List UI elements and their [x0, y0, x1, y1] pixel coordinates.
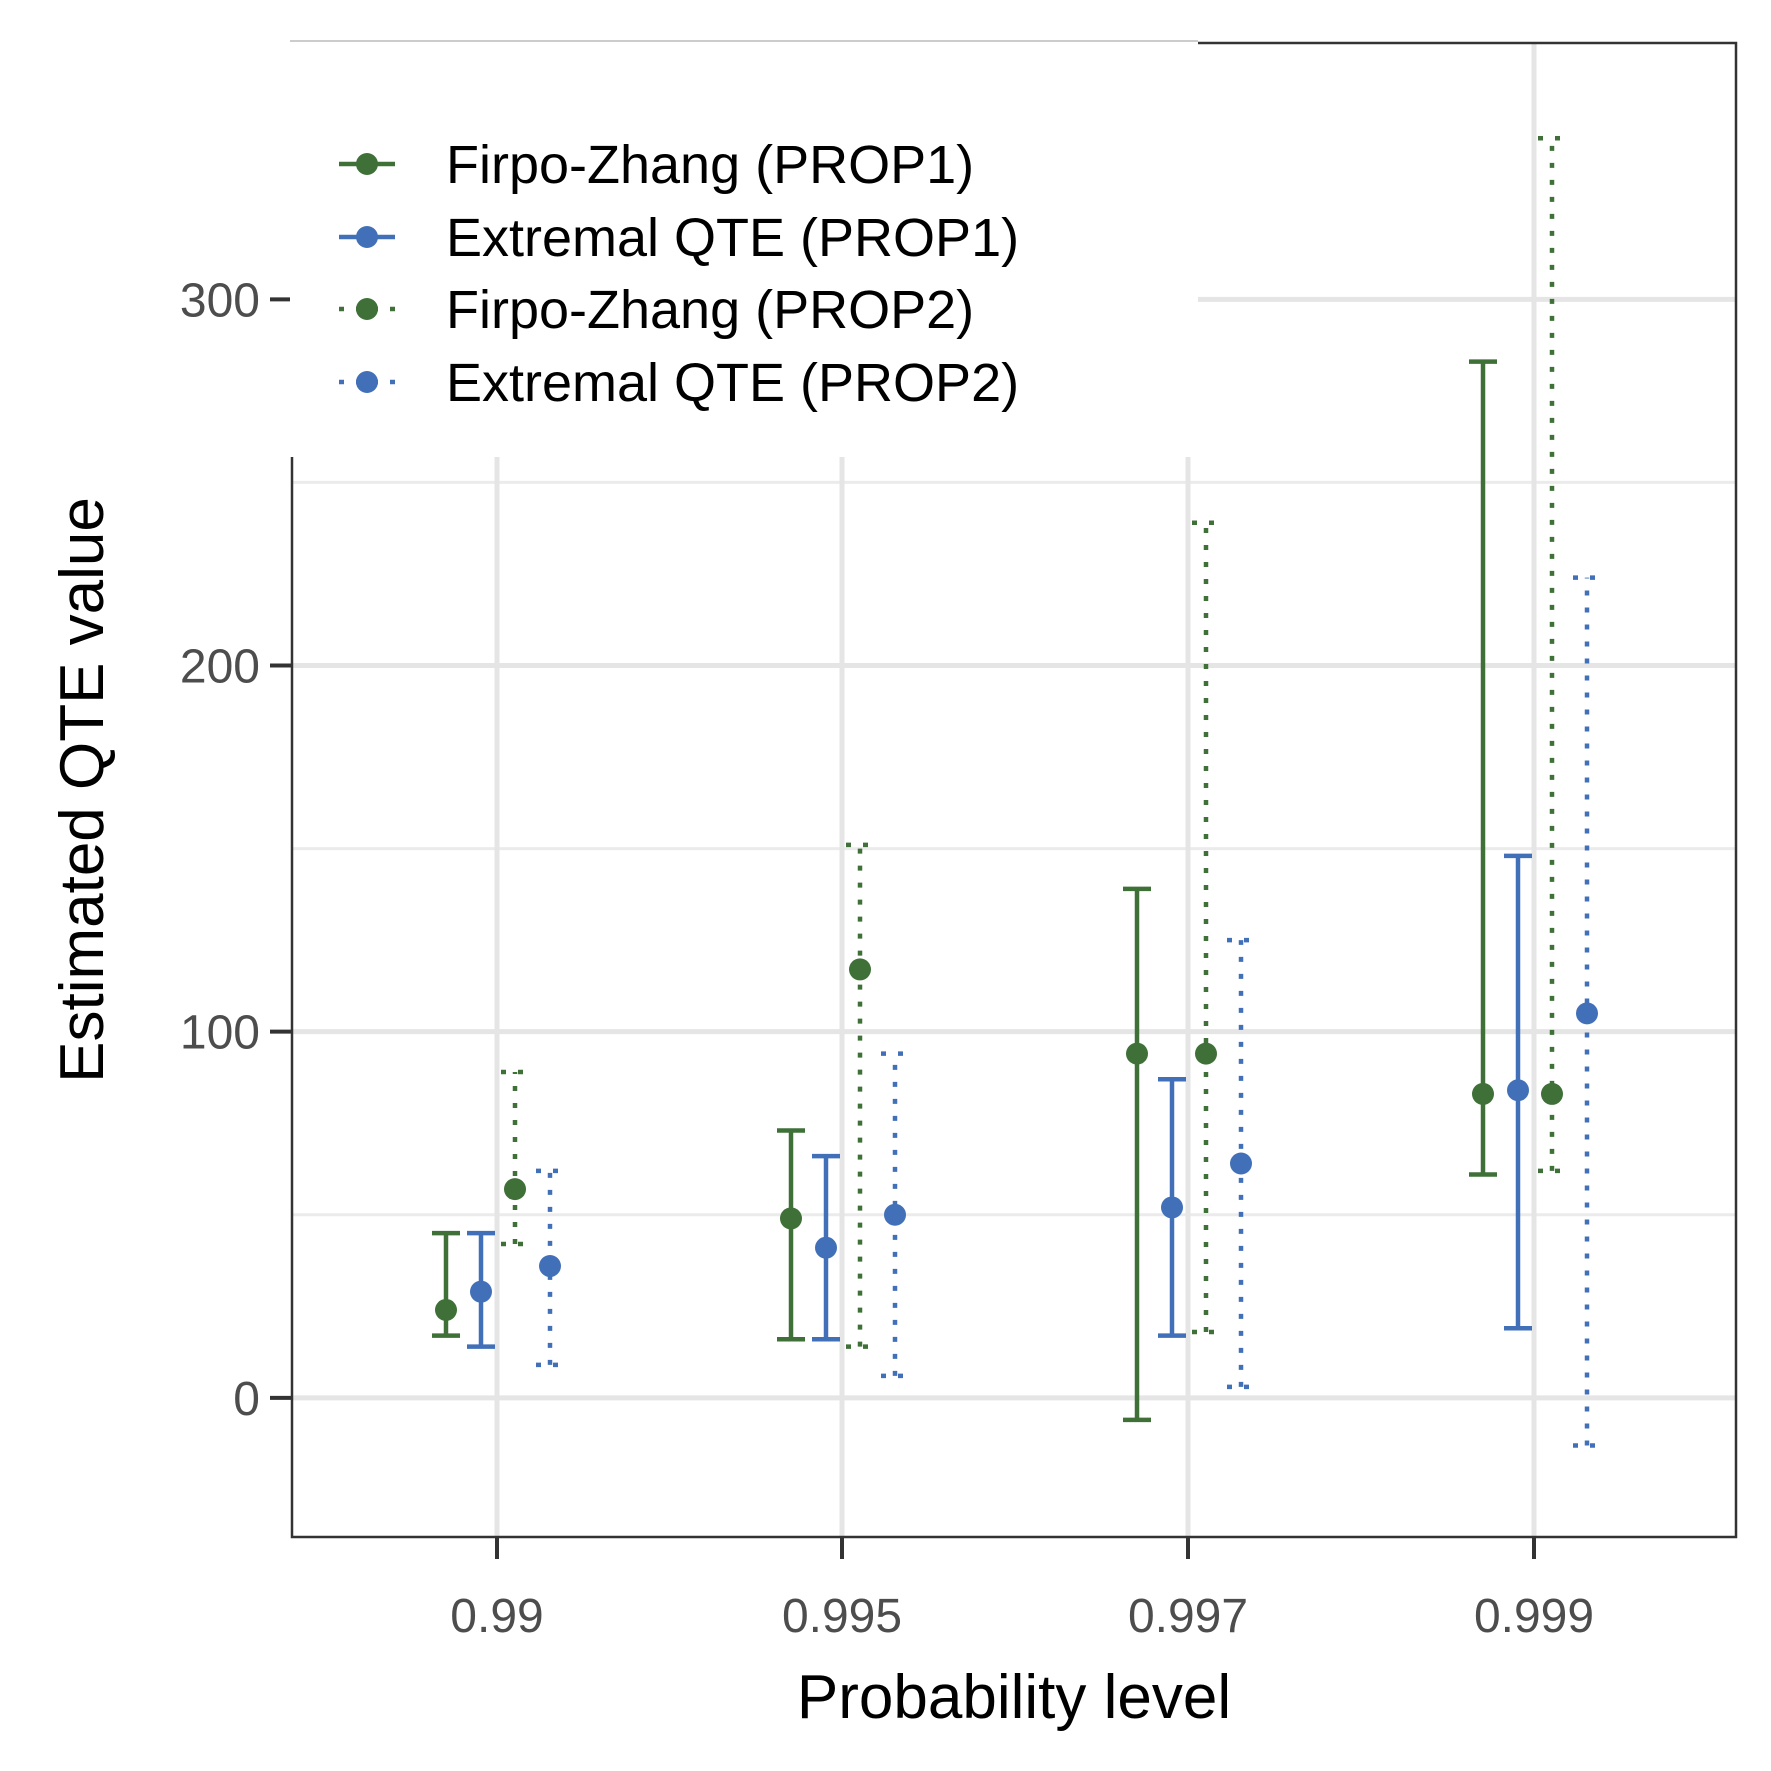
x-axis-title: Probability level	[797, 1663, 1231, 1732]
estimate-point	[1161, 1196, 1183, 1219]
estimate-point	[1507, 1079, 1529, 1102]
legend-item: Extremal QTE (PROP2)	[339, 353, 1019, 413]
x-tick-label: 0.997	[1128, 1590, 1248, 1643]
estimate-point	[780, 1207, 802, 1230]
error-bar	[1158, 1077, 1186, 1338]
error-bar	[1469, 359, 1497, 1177]
y-tick-label: 200	[180, 641, 260, 694]
legend-point-swatch	[356, 298, 378, 320]
estimate-point	[1195, 1042, 1217, 1065]
error-bar	[467, 1230, 495, 1349]
error-bar	[536, 1168, 564, 1368]
axes: 0 100 200 300 0.99 0.995 0.997 0.999	[180, 274, 1594, 1643]
legend-label: Extremal QTE (PROP2)	[446, 353, 1019, 413]
estimate-point	[504, 1178, 526, 1201]
legend-label: Firpo-Zhang (PROP2)	[446, 280, 974, 340]
legend-background	[290, 41, 1198, 457]
y-axis-title: Estimated QTE value	[48, 497, 117, 1083]
error-bar	[846, 842, 874, 1349]
error-bar	[432, 1230, 460, 1338]
estimate-point	[1472, 1082, 1494, 1105]
legend-item: Firpo-Zhang (PROP1)	[339, 135, 974, 195]
y-tick-label: 0	[233, 1373, 260, 1426]
y-tick-label: 300	[180, 274, 260, 327]
error-bar	[501, 1069, 529, 1247]
error-bar	[1573, 575, 1601, 1448]
error-bar	[1192, 520, 1220, 1335]
estimate-point	[435, 1298, 457, 1321]
error-bar	[1123, 886, 1151, 1423]
legend-point-swatch	[356, 153, 378, 175]
estimate-point	[1576, 1002, 1598, 1025]
legend: Firpo-Zhang (PROP1) Extremal QTE (PROP1) F…	[290, 40, 1198, 457]
legend-label: Extremal QTE (PROP1)	[446, 208, 1019, 268]
error-bar	[1504, 853, 1532, 1331]
error-bar	[1227, 937, 1255, 1390]
estimate-point	[849, 958, 871, 981]
estimate-point	[884, 1203, 906, 1226]
legend-item: Extremal QTE (PROP1)	[339, 208, 1019, 268]
legend-item: Firpo-Zhang (PROP2)	[339, 280, 974, 340]
error-bar	[1538, 135, 1566, 1174]
legend-point-swatch	[356, 371, 378, 393]
x-tick-label: 0.995	[782, 1590, 902, 1643]
error-bar	[812, 1153, 840, 1342]
error-bar	[777, 1128, 805, 1342]
legend-label: Firpo-Zhang (PROP1)	[446, 135, 974, 195]
error-bar	[881, 1051, 909, 1379]
estimate-point	[470, 1280, 492, 1303]
estimate-point	[815, 1236, 837, 1259]
y-tick-label: 100	[180, 1007, 260, 1060]
estimate-point	[539, 1255, 561, 1278]
estimate-point	[1230, 1152, 1252, 1175]
x-tick-label: 0.99	[450, 1590, 543, 1643]
estimate-point	[1126, 1042, 1148, 1065]
plot-marks	[432, 135, 1601, 1448]
x-tick-label: 0.999	[1474, 1590, 1594, 1643]
estimate-point	[1541, 1082, 1563, 1105]
legend-point-swatch	[356, 226, 378, 248]
